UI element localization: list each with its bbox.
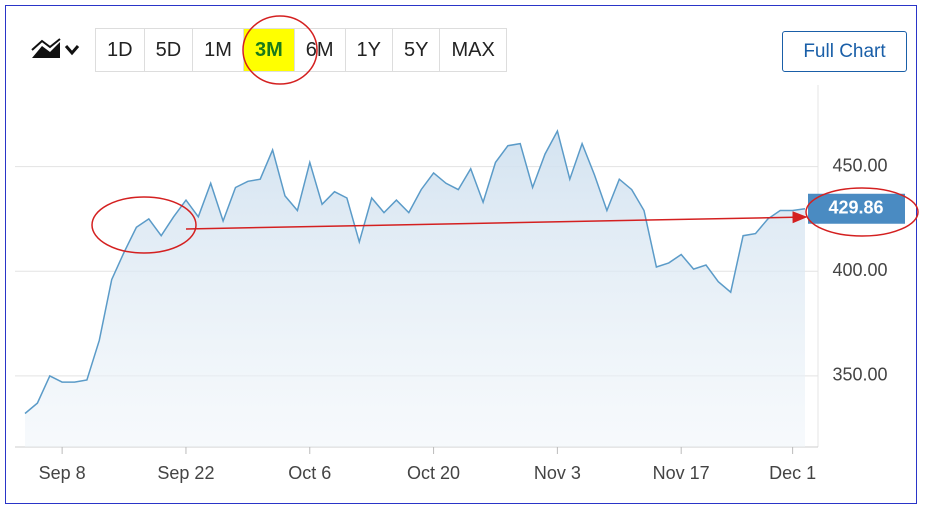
annotation-arrow	[185, 211, 808, 230]
x-tick-label: Oct 6	[288, 463, 331, 483]
price-line	[24, 128, 806, 415]
range-button[interactable]: MAX	[451, 38, 495, 61]
last-price-badge	[808, 193, 905, 224]
x-tick-label: Nov 17	[653, 463, 710, 483]
x-tick-label: Nov 3	[534, 463, 581, 483]
range-button[interactable]: 5D	[145, 29, 194, 71]
range-buttons: 1D 5D 1M 3M 6M 1Y 5Y MAX	[95, 28, 507, 72]
annotation-circle	[91, 196, 197, 254]
chart-type-icon[interactable]	[30, 38, 82, 60]
full-chart-button[interactable]: Full Chart	[782, 31, 907, 72]
x-tick-label: Oct 20	[407, 463, 460, 483]
x-tick-label: Sep 22	[157, 463, 214, 483]
range-button[interactable]: 1Y	[346, 29, 394, 71]
x-tick-label: Dec 1	[769, 463, 816, 483]
y-tick-label: 350.00	[832, 365, 887, 385]
range-button[interactable]: 1D	[96, 29, 145, 71]
frame	[5, 5, 917, 504]
annotation-circle	[242, 15, 318, 85]
range-button[interactable]: 3M	[243, 29, 295, 71]
area-fill	[25, 131, 805, 447]
y-tick-label: 450.00	[832, 155, 887, 175]
x-tick-label: Sep 8	[39, 463, 86, 483]
last-price-label: 429.86	[828, 197, 883, 217]
range-button[interactable]: 5Y	[393, 29, 441, 71]
range-button[interactable]: 6M	[295, 29, 346, 71]
y-tick-label: 400.00	[832, 260, 887, 280]
